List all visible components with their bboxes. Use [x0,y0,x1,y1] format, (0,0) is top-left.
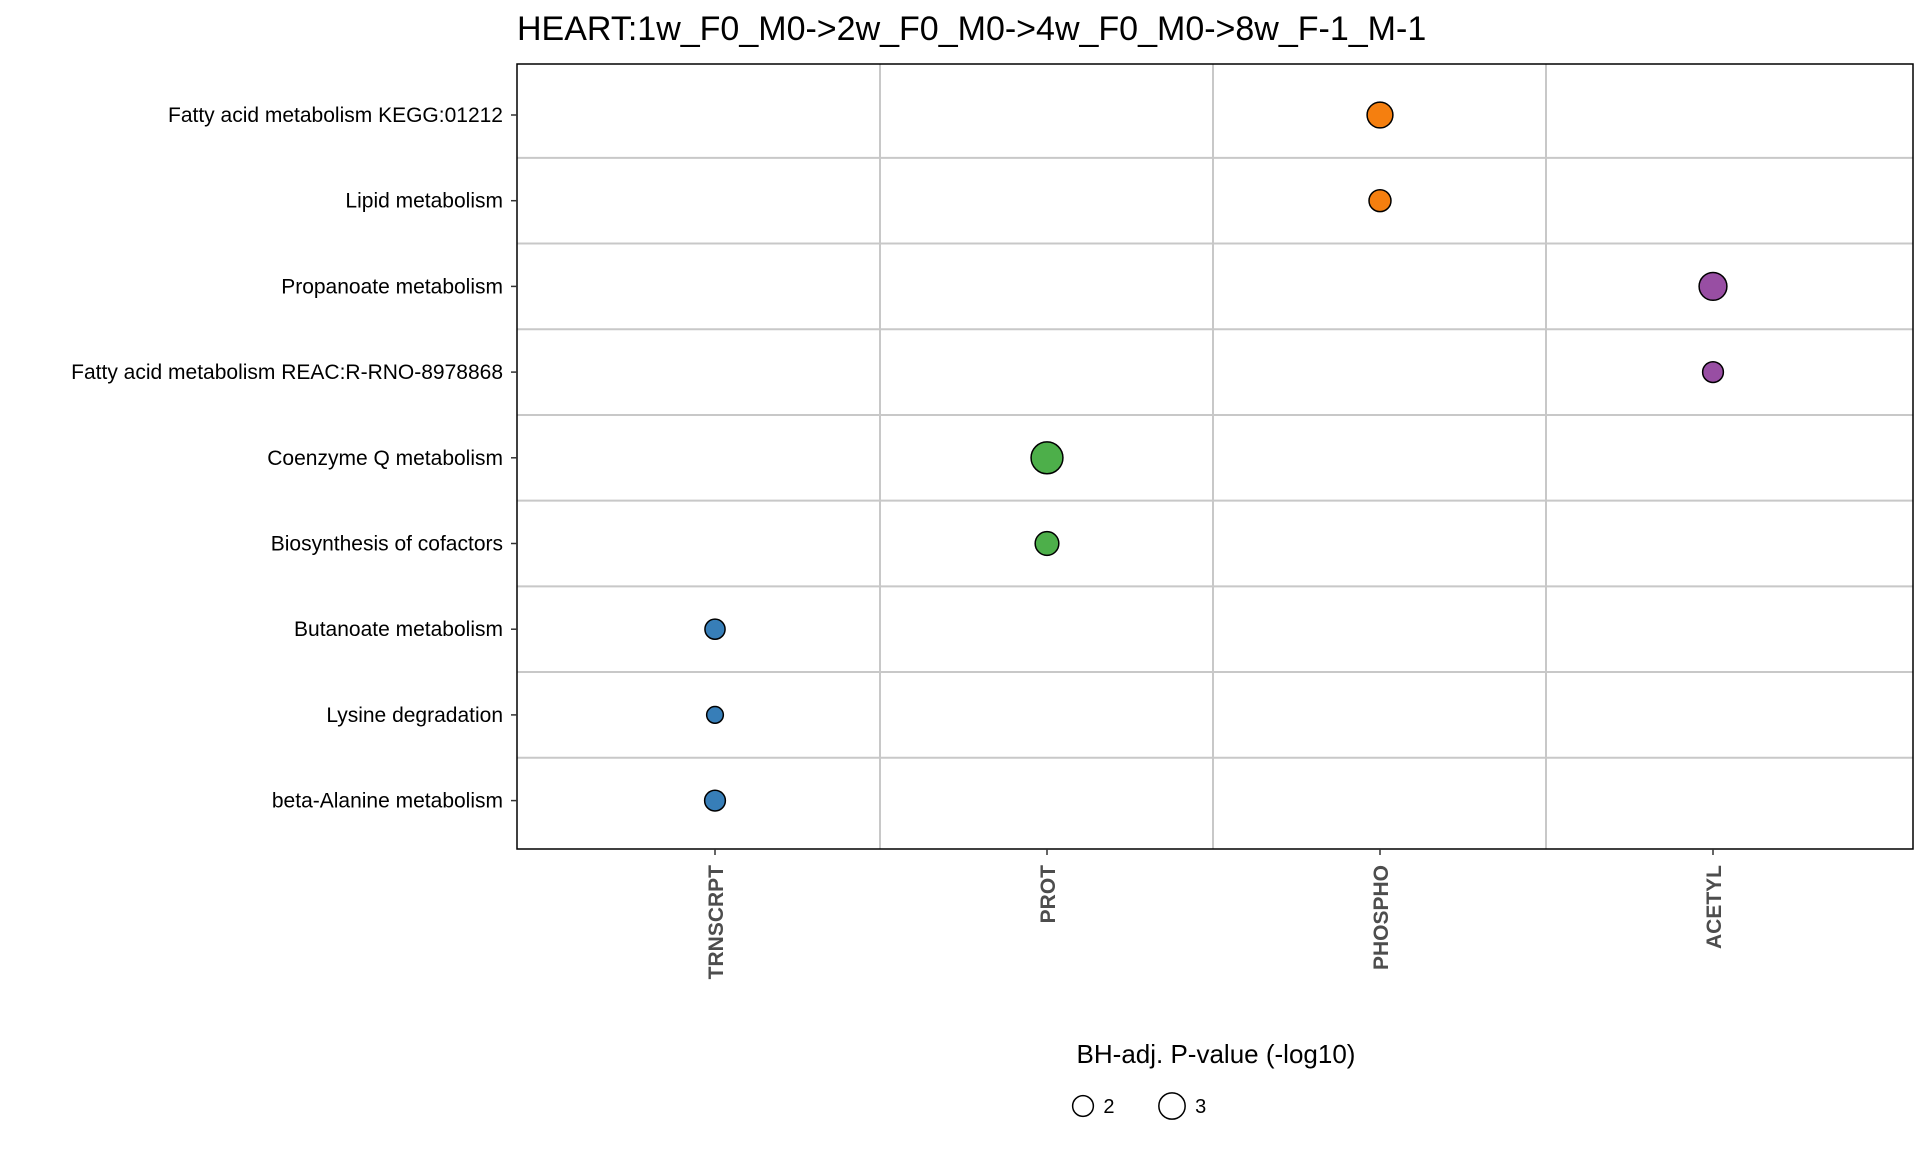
chart-title: HEART:1w_F0_M0->2w_F0_M0->4w_F0_M0->8w_F… [517,10,1426,48]
data-point [1368,188,1392,213]
y-tick-label: Fatty acid metabolism KEGG:01212 [168,104,503,127]
y-tick-label: Fatty acid metabolism REAC:R-RNO-8978868 [71,361,503,384]
data-point [1701,360,1725,384]
data-point [1366,101,1394,129]
y-tick-label: Biosynthesis of cofactors [271,533,503,556]
y-tick-label: Lipid metabolism [345,190,503,213]
data-points [703,101,1728,812]
data-point [1698,271,1728,302]
grid-lines [517,64,1913,849]
axes: Fatty acid metabolism KEGG:01212 Lipid me… [71,104,1726,979]
legend-label: 3 [1195,1096,1206,1118]
size-legend: BH-adj. P-value (-log10) 2 3 [1071,1039,1356,1120]
legend-key [1071,1094,1095,1118]
data-point [704,618,726,641]
x-tick-label: PHOSPHO [1370,865,1393,970]
y-tick-label: beta-Alanine metabolism [272,790,503,813]
data-point [1030,441,1064,475]
y-tick-label: Propanoate metabolism [281,275,503,298]
y-tick-label: Lysine degradation [326,704,503,727]
legend-label: 2 [1103,1096,1114,1118]
x-tick-label: PROT [1037,865,1060,924]
x-tick-label: ACETYL [1703,865,1726,949]
data-point [705,705,725,725]
data-point [703,789,727,812]
x-tick-label: TRNSCRPT [705,865,728,980]
y-tick-label: Butanoate metabolism [294,618,503,641]
plot-panel [516,63,1914,850]
y-tick-label: Coenzyme Q metabolism [267,447,503,470]
legend-key [1158,1092,1186,1120]
data-point [1034,530,1060,557]
legend-title: BH-adj. P-value (-log10) [1077,1039,1356,1069]
